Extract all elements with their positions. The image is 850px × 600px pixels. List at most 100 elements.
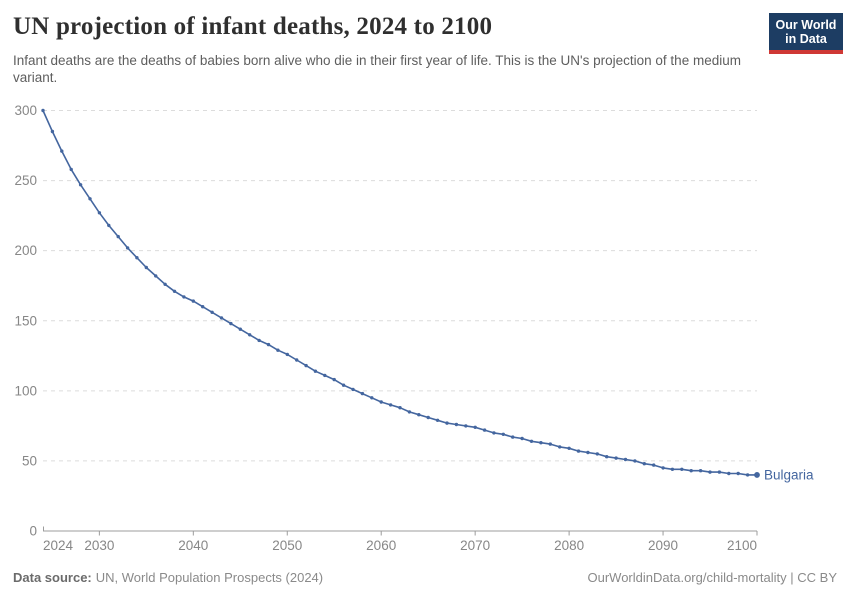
data-point-2038[interactable] — [172, 289, 177, 293]
data-point-2028[interactable] — [78, 183, 83, 187]
data-point-2075[interactable] — [520, 436, 524, 441]
data-point-2079[interactable] — [558, 445, 562, 449]
y-axis-label-150: 150 — [14, 313, 37, 328]
data-point-2065[interactable] — [426, 415, 430, 420]
data-point-2092[interactable] — [680, 467, 684, 471]
data-point-2095[interactable] — [708, 470, 712, 474]
x-axis-label-2050: 2050 — [272, 538, 302, 553]
data-point-2034[interactable] — [135, 256, 139, 260]
data-point-2026[interactable] — [60, 149, 64, 153]
y-axis-label-300: 300 — [14, 103, 37, 118]
data-point-2043[interactable] — [219, 316, 224, 320]
x-axis-label-2080: 2080 — [554, 538, 584, 553]
data-point-2098[interactable] — [736, 471, 740, 476]
data-point-2048[interactable] — [266, 342, 271, 347]
data-point-2063[interactable] — [407, 410, 412, 414]
owid-logo-line2: in Data — [785, 32, 827, 46]
data-point-2042[interactable] — [210, 310, 214, 314]
data-point-2093[interactable] — [689, 469, 693, 473]
x-axis-label-2070: 2070 — [460, 538, 490, 553]
data-point-2046[interactable] — [248, 333, 252, 337]
series-end-dot[interactable] — [754, 472, 760, 478]
data-point-2027[interactable] — [69, 167, 73, 172]
owid-logo-line1: Our World — [775, 18, 837, 32]
data-point-2074[interactable] — [511, 435, 515, 439]
data-point-2062[interactable] — [398, 406, 402, 410]
data-point-2051[interactable] — [295, 358, 299, 362]
data-point-2039[interactable] — [182, 295, 186, 299]
data-point-2040[interactable] — [191, 299, 195, 303]
data-point-2049[interactable] — [276, 348, 280, 352]
data-point-2099[interactable] — [745, 473, 750, 477]
data-point-2084[interactable] — [605, 455, 609, 459]
data-point-2097[interactable] — [727, 471, 731, 476]
x-axis-label-2060: 2060 — [366, 538, 396, 553]
data-point-2083[interactable] — [595, 452, 599, 456]
data-point-2059[interactable] — [370, 396, 374, 400]
data-point-2037[interactable] — [163, 282, 167, 286]
data-point-2068[interactable] — [454, 422, 459, 427]
data-point-2091[interactable] — [670, 467, 675, 471]
data-point-2066[interactable] — [435, 418, 440, 422]
data-point-2024[interactable] — [41, 108, 45, 113]
chart-footer: Data source: UN, World Population Prospec… — [13, 570, 837, 585]
series-end-label: Bulgaria — [764, 467, 814, 482]
y-axis-label-250: 250 — [14, 173, 37, 188]
trend-line-bulgaria[interactable] — [42, 109, 758, 476]
data-point-2035[interactable] — [144, 265, 148, 270]
data-point-2080[interactable] — [567, 446, 571, 450]
y-axis-label-0: 0 — [29, 524, 37, 539]
data-point-2057[interactable] — [351, 387, 355, 392]
data-point-2076[interactable] — [529, 439, 534, 443]
y-axis-label-50: 50 — [22, 453, 37, 468]
data-point-2071[interactable] — [482, 428, 487, 432]
x-axis-label-2030: 2030 — [84, 538, 114, 553]
data-point-2088[interactable] — [642, 462, 646, 466]
data-point-2033[interactable] — [125, 246, 130, 250]
data-source-label: Data source: — [13, 570, 92, 585]
data-point-2050[interactable] — [285, 352, 289, 357]
data-point-2082[interactable] — [586, 450, 590, 455]
data-point-2064[interactable] — [417, 413, 421, 417]
owid-logo[interactable]: Our World in Data — [769, 13, 843, 54]
x-axis-label-2090: 2090 — [648, 538, 678, 553]
data-point-2096[interactable] — [717, 470, 722, 474]
data-point-2054[interactable] — [323, 373, 327, 378]
data-point-2047[interactable] — [257, 338, 261, 343]
data-point-2056[interactable] — [341, 383, 346, 387]
data-point-2029[interactable] — [88, 197, 92, 201]
data-point-2085[interactable] — [614, 456, 618, 460]
data-point-2077[interactable] — [539, 441, 543, 445]
data-point-2086[interactable] — [623, 457, 628, 462]
data-point-2036[interactable] — [154, 274, 158, 278]
data-point-2073[interactable] — [501, 432, 505, 436]
data-point-2081[interactable] — [576, 449, 581, 453]
data-point-2069[interactable] — [464, 424, 468, 428]
data-point-2087[interactable] — [633, 459, 637, 463]
data-point-2089[interactable] — [652, 463, 656, 467]
data-point-2061[interactable] — [388, 403, 393, 407]
data-point-2067[interactable] — [445, 421, 449, 425]
data-point-2072[interactable] — [492, 431, 496, 435]
data-point-2032[interactable] — [116, 234, 120, 239]
data-point-2090[interactable] — [661, 466, 665, 470]
data-point-2052[interactable] — [304, 363, 308, 368]
data-source-text: UN, World Population Prospects (2024) — [95, 570, 324, 585]
data-point-2055[interactable] — [332, 377, 336, 382]
chart-subtitle: Infant deaths are the deaths of babies b… — [13, 53, 741, 85]
data-point-2031[interactable] — [107, 223, 111, 228]
data-point-2058[interactable] — [360, 391, 365, 396]
data-point-2030[interactable] — [97, 211, 102, 215]
data-point-2053[interactable] — [313, 369, 318, 373]
data-point-2070[interactable] — [473, 425, 477, 429]
data-point-2041[interactable] — [201, 305, 205, 309]
data-point-2060[interactable] — [379, 400, 383, 404]
y-axis-label-100: 100 — [14, 383, 37, 398]
data-point-2094[interactable] — [698, 469, 703, 473]
data-point-2045[interactable] — [238, 327, 242, 331]
license-link[interactable]: OurWorldinData.org/child-mortality | CC … — [587, 570, 838, 585]
data-point-2044[interactable] — [229, 321, 233, 326]
data-point-2078[interactable] — [548, 442, 552, 446]
data-point-2025[interactable] — [50, 129, 55, 134]
x-axis-label-2040: 2040 — [178, 538, 208, 553]
